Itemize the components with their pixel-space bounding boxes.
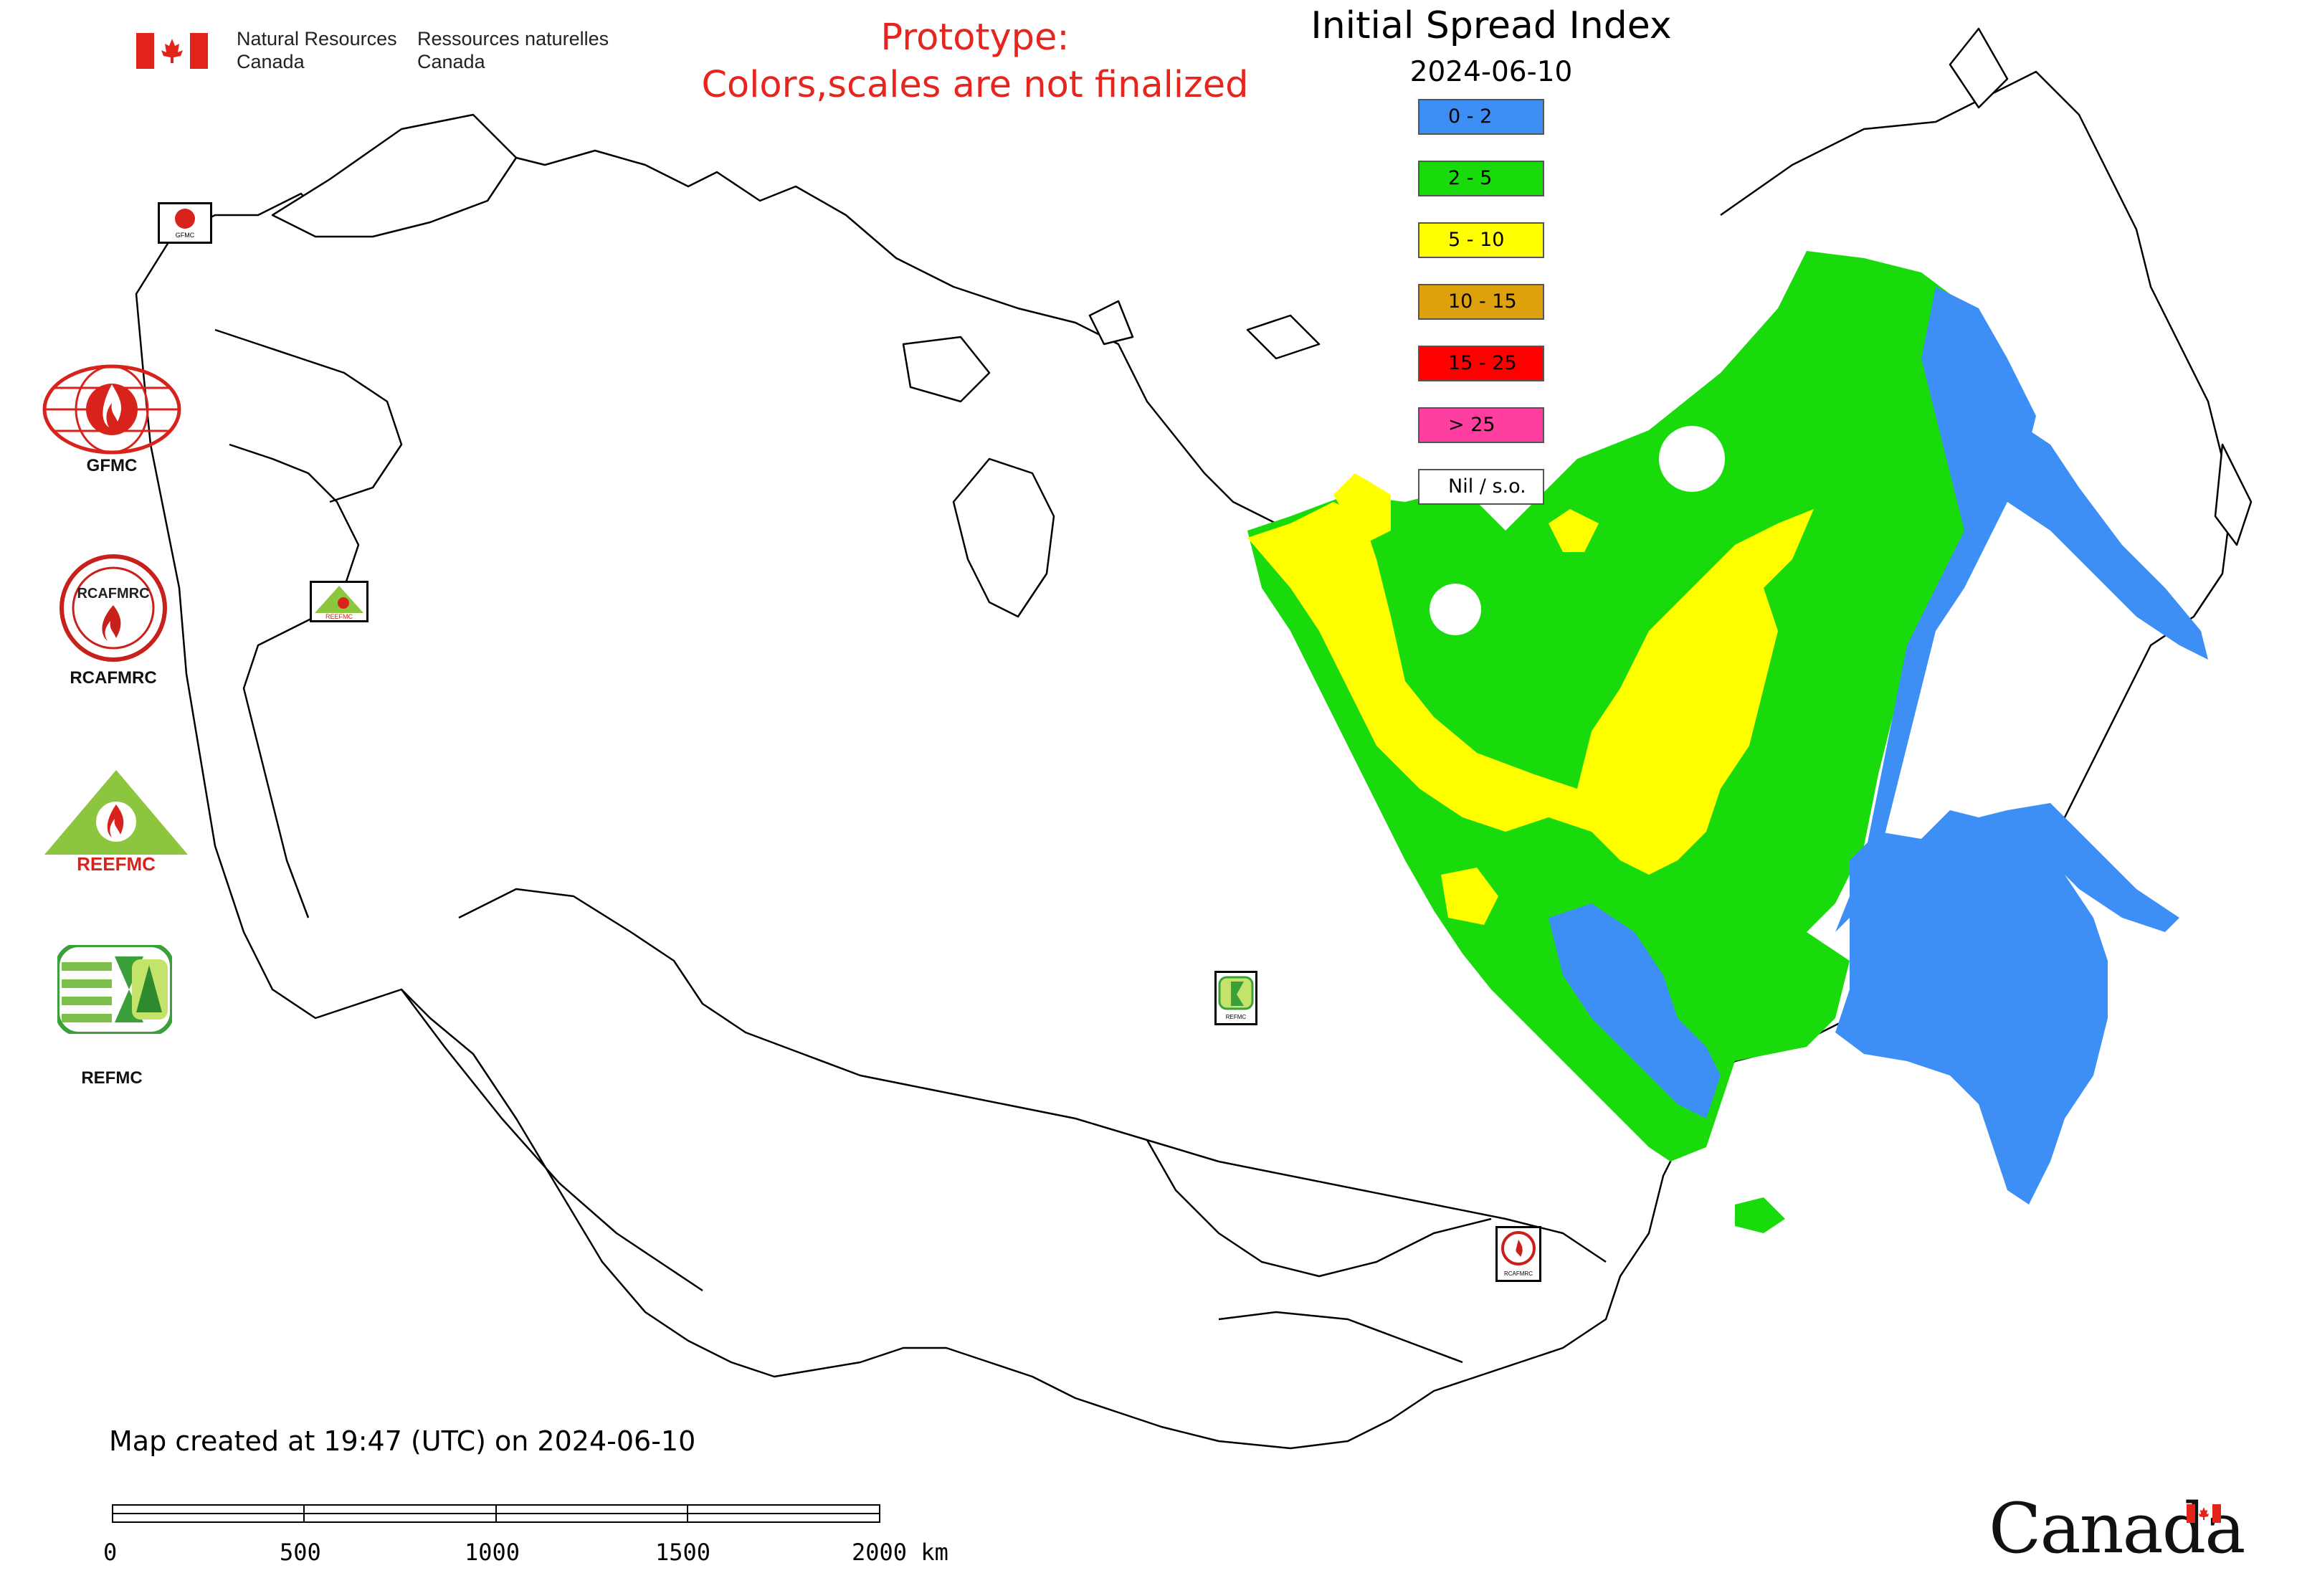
refmc-caption: REFMC [81, 1068, 143, 1088]
gfmc-map-marker: GFMC [158, 202, 212, 244]
scale-tick-2000: 2000 km [852, 1539, 948, 1566]
map-created-note: Map created at 19:47 (UTC) on 2024-06-10 [109, 1425, 696, 1457]
scale-tick-0: 0 [103, 1539, 118, 1566]
legend-item-10-15: 10 - 15 [1418, 284, 1544, 320]
legend-item-0-2: 0 - 2 [1418, 99, 1544, 135]
spread-index-area [1247, 251, 2208, 1233]
rcafmrc-caption: RCAFMRC [70, 668, 157, 688]
area-0-2 [1549, 903, 1721, 1118]
nrcan-signature: Natural Resources Canada Ressources natu… [136, 27, 609, 77]
svg-text:REEFMC: REEFMC [77, 853, 156, 875]
scale-tick-1000: 1000 [465, 1539, 520, 1566]
area-0-2 [1979, 416, 2208, 660]
area-0-2 [2007, 803, 2179, 932]
prototype-notice: Prototype: Colors,scales are not finaliz… [701, 16, 1249, 106]
country-borders [135, 27, 2253, 1450]
svg-text:REEFMC: REEFMC [325, 613, 353, 620]
area-5-10 [1247, 502, 1814, 875]
legend-item-5-10: 5 - 10 [1418, 222, 1544, 258]
area-5-10 [1549, 509, 1599, 552]
scale-bar [112, 1504, 880, 1523]
area-5-10 [1441, 868, 1498, 925]
legend-item-2-5: 2 - 5 [1418, 161, 1544, 196]
map-title: Initial Spread Index [1311, 4, 1672, 47]
area-5-10 [1333, 473, 1391, 545]
wordmark-flag-icon [2187, 1504, 2221, 1523]
area-0-2 [1835, 810, 2108, 1205]
gfmc-logo [42, 364, 181, 455]
svg-text:REFMC: REFMC [1226, 1014, 1247, 1020]
nil-area [1430, 584, 1481, 635]
legend-item-nil: Nil / s.o. [1418, 469, 1544, 505]
refmc-logo [57, 945, 172, 1034]
rcafmrc-map-marker: RCAFMRC [1495, 1226, 1541, 1282]
legend-item-15-25: 15 - 25 [1418, 346, 1544, 381]
nil-area [1659, 426, 1725, 492]
canada-wordmark: Canada [1989, 1488, 2245, 1569]
scale-tick-500: 500 [280, 1539, 321, 1566]
refmc-map-marker: REFMC [1214, 971, 1257, 1025]
svg-text:GFMC: GFMC [176, 232, 195, 239]
svg-text:RCAFMRC: RCAFMRC [1504, 1270, 1533, 1277]
canada-flag-icon [136, 33, 208, 69]
reefmc-logo: REEFMC [44, 770, 188, 875]
gfmc-caption: GFMC [86, 456, 138, 475]
rcafmrc-logo: RCAFMRC [60, 554, 167, 662]
scale-tick-1500: 1500 [655, 1539, 711, 1566]
department-name-fr: Ressources naturelles Canada [417, 28, 609, 72]
department-name-en: Natural Resources Canada [237, 28, 397, 72]
svg-text:RCAFMRC: RCAFMRC [77, 586, 149, 602]
area-2-5 [1735, 1197, 1785, 1233]
reefmc-map-marker: REEFMC [310, 581, 368, 622]
map-date: 2024-06-10 [1409, 56, 1573, 88]
legend-item-over-25: > 25 [1418, 407, 1544, 443]
